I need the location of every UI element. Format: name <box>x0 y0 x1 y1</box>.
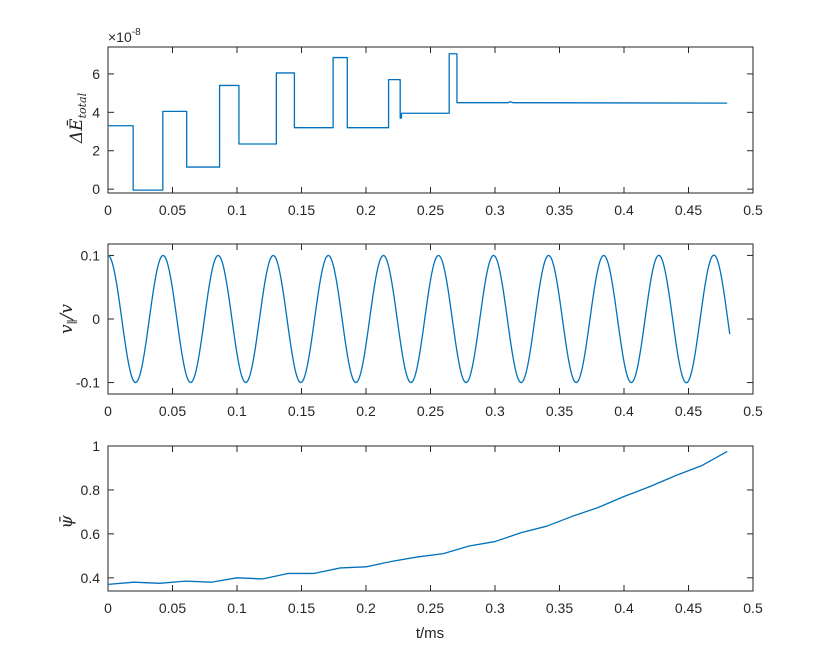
energy-x-tick-label: 0.3 <box>485 202 505 218</box>
energy-x-tick-label: 0.2 <box>356 202 376 218</box>
velocity-y-ticks: 0.1 0 -0.1 <box>76 247 753 391</box>
energy-y-tick-label: 0 <box>92 181 100 197</box>
velocity-y-tick-label: 0.1 <box>81 247 101 263</box>
energy-x-ticks: 0 0.05 0.1 0.15 0.2 0.25 0.3 0.35 0.4 0.45 0.5 <box>104 47 763 218</box>
energy-y-tick-label: 6 <box>92 66 100 82</box>
energy-x-tick-label: 0.35 <box>546 202 573 218</box>
psi-panel: 0 0.05 0.1 0.15 0.2 0.25 0.3 0.35 0.4 0.45 0.5 1 0.… <box>57 438 763 642</box>
energy-x-tick-label: 0.5 <box>743 202 763 218</box>
psi-x-tick-label: 0.25 <box>417 600 444 616</box>
psi-x-tick-label: 0.5 <box>743 600 763 616</box>
energy-series-line <box>108 53 728 191</box>
psi-x-tick-label: 0 <box>104 600 112 616</box>
velocity-x-tick-label: 0.45 <box>675 403 702 419</box>
psi-y-tick-label: 0.8 <box>81 482 101 498</box>
velocity-x-tick-label: 0.35 <box>546 403 573 419</box>
energy-y-tick-label: 2 <box>92 143 100 159</box>
energy-exponent-label: ×10-8 <box>108 27 141 45</box>
velocity-y-tick-label: -0.1 <box>76 375 100 391</box>
energy-x-tick-label: 0.05 <box>159 202 186 218</box>
energy-x-tick-label: 0.15 <box>288 202 315 218</box>
velocity-y-axis-label: v∥/v <box>57 304 79 334</box>
psi-series-line <box>107 450 728 586</box>
psi-y-tick-label: 0.6 <box>81 526 101 542</box>
psi-x-tick-label: 0.3 <box>485 600 505 616</box>
velocity-x-tick-label: 0.05 <box>159 403 186 419</box>
energy-x-tick-label: 0.45 <box>675 202 702 218</box>
energy-y-ticks: 0 2 4 6 <box>92 66 753 197</box>
energy-panel: 0 0.05 0.1 0.15 0.2 0.25 0.3 0.35 0.4 0.45 0.5 0 2 4… <box>66 27 763 218</box>
velocity-x-tick-label: 0.5 <box>743 403 763 419</box>
psi-x-tick-label: 0.4 <box>614 600 634 616</box>
velocity-x-tick-label: 0.2 <box>356 403 376 419</box>
velocity-y-tick-label: 0 <box>92 311 100 327</box>
psi-x-tick-label: 0.2 <box>356 600 376 616</box>
psi-x-tick-label: 0.45 <box>675 600 702 616</box>
velocity-x-tick-label: 0.3 <box>485 403 505 419</box>
velocity-x-ticks: 0 0.05 0.1 0.15 0.2 0.25 0.3 0.35 0.4 0.45 0.5 <box>104 244 763 419</box>
psi-y-tick-label: 1 <box>92 438 100 454</box>
psi-x-tick-label: 0.15 <box>288 600 315 616</box>
psi-x-ticks: 0 0.05 0.1 0.15 0.2 0.25 0.3 0.35 0.4 0.45 0.5 <box>104 446 763 616</box>
psi-x-tick-label: 0.05 <box>159 600 186 616</box>
psi-x-tick-label: 0.1 <box>227 600 247 616</box>
psi-x-axis-label: t/ms <box>416 625 444 642</box>
velocity-panel: 0 0.05 0.1 0.15 0.2 0.25 0.3 0.35 0.4 0.45 0.5 0.1… <box>57 243 763 419</box>
psi-y-axis-label: ψ̄ <box>57 515 77 529</box>
energy-x-tick-label: 0.4 <box>614 202 634 218</box>
energy-x-tick-label: 0 <box>104 202 112 218</box>
velocity-x-tick-label: 0.1 <box>227 403 247 419</box>
energy-x-tick-label: 0.1 <box>227 202 247 218</box>
velocity-x-tick-label: 0.25 <box>417 403 444 419</box>
velocity-series-line <box>107 254 731 384</box>
psi-y-tick-label: 0.4 <box>81 570 101 586</box>
energy-y-tick-label: 4 <box>92 104 100 120</box>
velocity-x-tick-label: 0.15 <box>288 403 315 419</box>
psi-y-ticks: 1 0.8 0.6 0.4 <box>81 438 753 586</box>
velocity-x-tick-label: 0.4 <box>614 403 634 419</box>
psi-x-tick-label: 0.35 <box>546 600 573 616</box>
velocity-x-tick-label: 0 <box>104 403 112 419</box>
energy-x-tick-label: 0.25 <box>417 202 444 218</box>
